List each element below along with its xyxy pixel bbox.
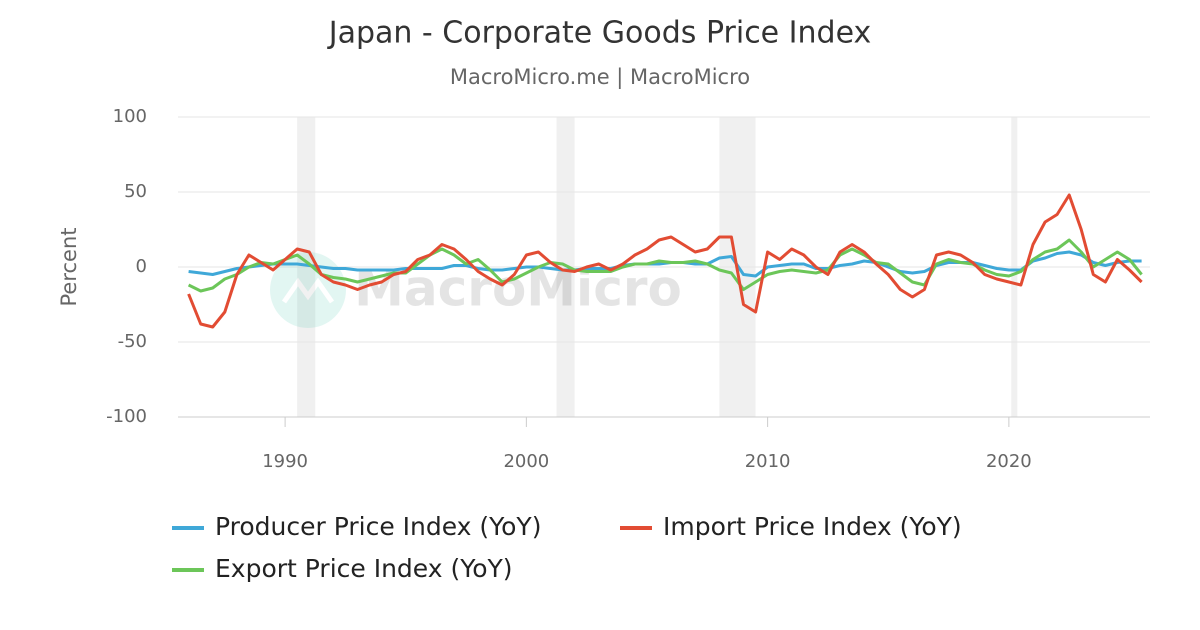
series-line — [187, 193, 1143, 329]
x-tick-label: 2010 — [745, 451, 791, 472]
x-tick-label: 2020 — [986, 451, 1032, 472]
legend-label: Import Price Index (YoY) — [663, 512, 962, 541]
y-tick-label: -50 — [118, 331, 147, 352]
chart-subtitle: MacroMicro.me | MacroMicro — [450, 65, 750, 90]
x-tick-label: 1990 — [262, 451, 308, 472]
y-tick-label: 100 — [113, 106, 147, 127]
watermark-logo — [270, 252, 346, 328]
series-line — [187, 238, 1143, 293]
legend-label: Producer Price Index (YoY) — [215, 512, 541, 541]
x-tick-label: 2000 — [503, 451, 549, 472]
y-tick-label: -100 — [106, 406, 147, 427]
y-tick-label: 0 — [136, 256, 147, 277]
chart-title: Japan - Corporate Goods Price Index — [327, 16, 872, 51]
y-axis-label: Percent — [57, 227, 81, 306]
y-tick-label: 50 — [124, 181, 147, 202]
legend-label: Export Price Index (YoY) — [215, 554, 513, 583]
